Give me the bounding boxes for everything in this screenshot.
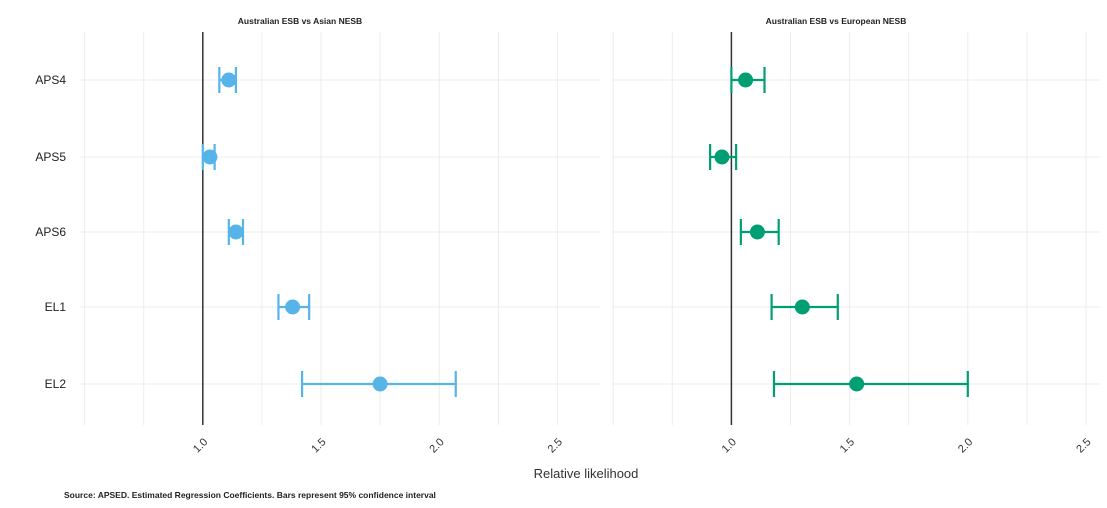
point-p1-el1	[285, 299, 301, 315]
x-tick-label: 1.5	[838, 436, 857, 455]
point-p1-aps4	[221, 72, 237, 88]
x-tick-label: 2.0	[956, 436, 975, 455]
x-tick-label: 2.5	[1074, 436, 1093, 455]
category-label-aps6: APS6	[35, 225, 66, 239]
point-p1-aps6	[228, 224, 244, 240]
category-label-el1: EL1	[45, 300, 67, 314]
category-label-aps5: APS5	[35, 150, 66, 164]
x-tick-label: 2.0	[427, 436, 446, 455]
point-p2-aps5	[714, 149, 730, 165]
panel-title-2: Australian ESB vs European NESB	[766, 16, 907, 26]
panel-title-1: Australian ESB vs Asian NESB	[238, 16, 362, 26]
point-p1-el2	[372, 376, 388, 392]
point-p2-aps4	[738, 72, 754, 88]
category-label-aps4: APS4	[35, 73, 66, 87]
point-p2-el2	[849, 376, 865, 392]
x-tick-label: 1.0	[720, 436, 739, 455]
x-tick-label: 1.5	[309, 436, 328, 455]
x-axis-title: Relative likelihood	[534, 466, 639, 481]
category-label-el2: EL2	[45, 377, 67, 391]
point-p2-aps6	[749, 224, 765, 240]
point-p1-aps5	[202, 149, 218, 165]
source-note: Source: APSED. Estimated Regression Coef…	[64, 490, 436, 500]
x-tick-label: 1.0	[191, 436, 210, 455]
x-tick-label: 2.5	[546, 436, 565, 455]
point-p2-el1	[794, 299, 810, 315]
